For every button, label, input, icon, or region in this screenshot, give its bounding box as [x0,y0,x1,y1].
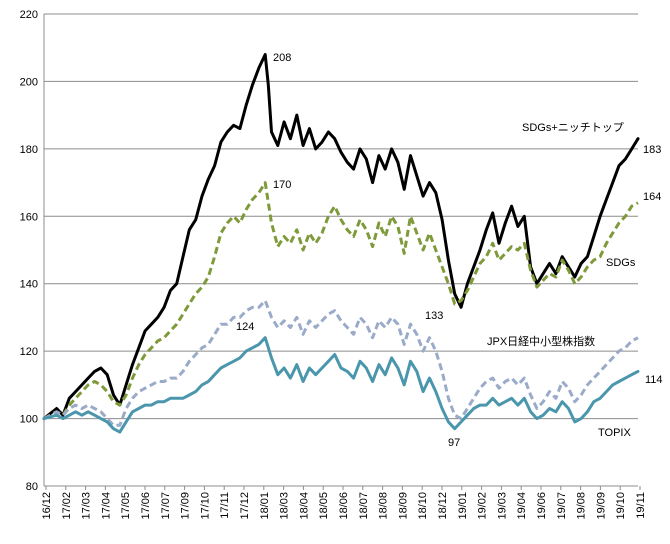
x-tick-label: 18/09 [397,492,409,520]
x-tick-label: 18/07 [358,492,370,520]
x-tick-label: 16/12 [41,492,53,520]
gridlines [44,13,638,487]
series-labels: SDGs+ニッチトップ SDGs JPX日経中小型株指数 TOPIX 183 1… [487,121,663,439]
x-tick-label: 19/08 [576,492,588,520]
annotation-97: 97 [448,437,460,449]
x-tick-label: 18/08 [378,492,390,520]
peak-annotations: 208 170 124 133 97 [236,52,460,449]
x-tick-label: 18/10 [417,492,429,520]
x-tick-label: 17/03 [81,492,93,520]
x-tick-label: 18/05 [318,492,330,520]
x-tick-label: 17/09 [180,492,192,520]
x-tick-label: 17/04 [100,492,112,520]
annotation-133: 133 [425,310,443,322]
x-tick-label: 17/05 [120,492,132,520]
annotation-208: 208 [273,52,291,64]
series-line-3 [42,336,640,434]
series-lines [42,53,640,434]
x-tick-label: 18/06 [338,492,350,520]
x-tick-label: 18/01 [259,492,271,520]
x-tick-label: 19/07 [556,492,568,520]
x-tick-label: 17/11 [219,492,231,519]
series-label-jpx: JPX日経中小型株指数 [487,334,595,348]
x-tick-label: 19/09 [595,492,607,520]
x-tick-label: 17/10 [199,492,211,520]
series-label-sdgs-niche: SDGs+ニッチトップ [522,121,624,134]
x-tick-label: 19/06 [536,492,548,520]
x-tick-label: 19/10 [615,492,627,520]
y-axis: 80 100 120 140 160 180 200 220 [20,9,45,493]
annotation-170: 170 [273,179,291,191]
x-tick-label: 19/11 [635,492,647,519]
y-tick-label: 200 [20,76,38,88]
series-line-1 [43,181,639,420]
series-label-sdgs: SDGs [606,257,636,269]
x-tick-label: 17/02 [61,492,73,520]
y-tick-label: 140 [20,279,38,291]
x-tick-label: 17/07 [160,492,172,520]
x-axis: 16/12 17/02 17/03 17/04 17/05 17/06 17/07 17/09… [41,485,647,520]
end-value-sdgs-niche: 183 [643,144,661,156]
series-line-0 [42,53,640,421]
series-label-topix: TOPIX [598,427,631,439]
x-tick-label: 19/01 [457,492,469,520]
end-value-sdgs: 164 [643,191,661,203]
annotation-124: 124 [236,321,254,333]
x-tick-label: 17/12 [239,492,251,520]
y-tick-label: 120 [20,346,38,358]
x-tick-label: 18/12 [437,492,449,520]
y-tick-label: 80 [26,481,38,493]
x-tick-label: 19/04 [516,492,528,520]
x-tick-label: 18/04 [298,492,310,520]
x-tick-label: 19/03 [496,492,508,520]
y-tick-label: 220 [20,9,38,21]
x-tick-label: 19/02 [477,492,489,520]
series-line-2 [43,299,639,427]
y-tick-label: 160 [20,211,38,223]
end-value-topix: 114 [645,374,663,386]
x-tick-label: 17/06 [140,492,152,520]
y-tick-label: 180 [20,144,38,156]
y-tick-label: 100 [20,414,38,426]
x-tick-label: 18/03 [279,492,291,520]
